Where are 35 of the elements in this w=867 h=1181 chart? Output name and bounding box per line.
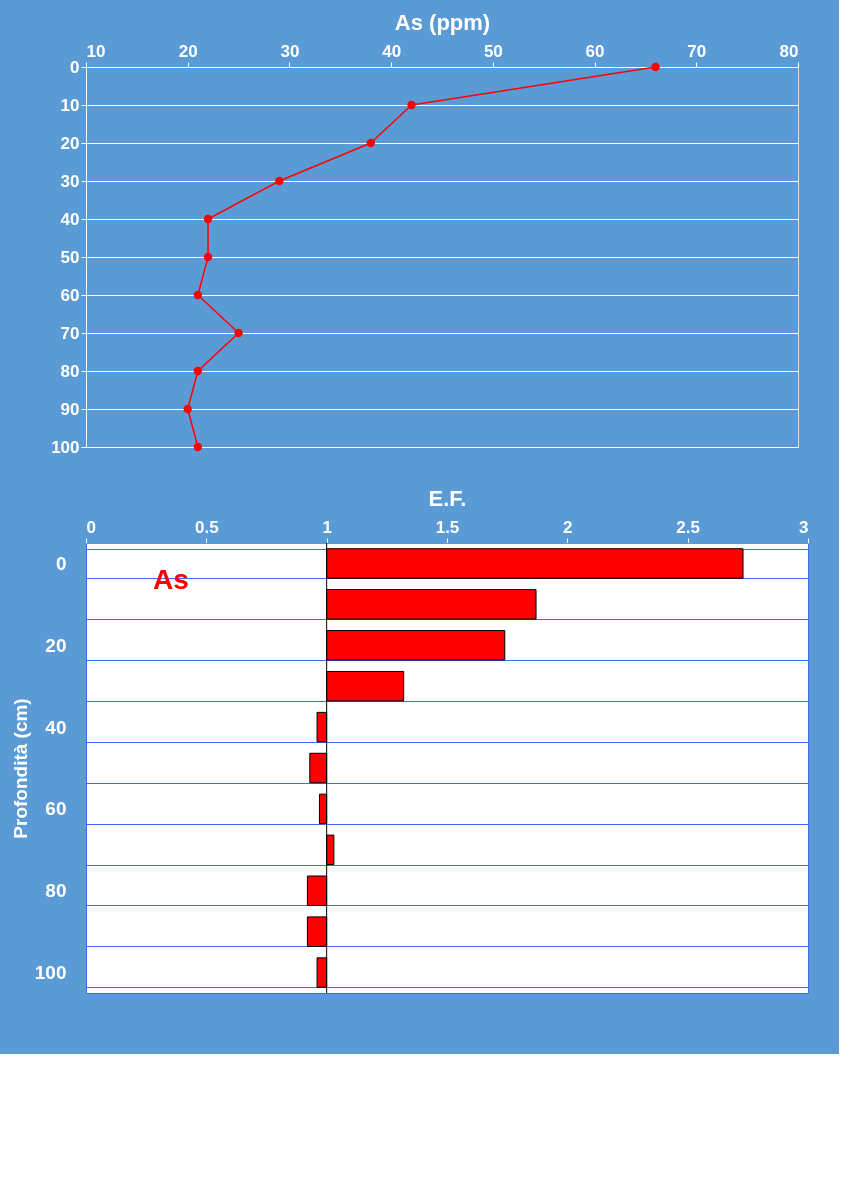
y-tick-label: 0 (55, 552, 67, 574)
y-tick-label: 80 (60, 361, 80, 381)
x-tick-label: 40 (382, 41, 402, 61)
x-tick-label: 60 (585, 41, 605, 61)
y-tick-label: 90 (60, 399, 80, 419)
x-axis-title: As (ppm) (394, 9, 491, 35)
x-tick-label: 3 (799, 517, 809, 537)
y-tick-label: 30 (60, 171, 80, 191)
y-tick-label: 50 (60, 247, 80, 267)
y-tick-label: 40 (45, 716, 67, 738)
y-tick-label: 100 (51, 437, 80, 457)
x-tick-label: 80 (779, 41, 799, 61)
y-tick-label: 40 (60, 209, 80, 229)
x-tick-label: 1.5 (435, 517, 460, 537)
x-tick-label: 0 (86, 517, 96, 537)
x-tick-label: 70 (687, 41, 707, 61)
x-axis-title: E.F. (428, 485, 467, 511)
x-tick-label: 2.5 (676, 517, 700, 537)
y-tick-label: 20 (45, 634, 67, 656)
y-axis-title: Profondità (cm) (9, 698, 31, 839)
x-tick-label: 1 (322, 517, 332, 537)
y-tick-label: 60 (60, 285, 80, 305)
x-tick-label: 50 (483, 41, 503, 61)
y-tick-label: 100 (34, 962, 67, 984)
x-tick-label: 20 (178, 41, 198, 61)
y-tick-label: 10 (60, 95, 80, 115)
y-tick-label: 80 (45, 880, 67, 902)
y-tick-label: 60 (45, 798, 67, 820)
y-tick-label: 70 (60, 323, 80, 343)
x-tick-label: 2 (563, 517, 573, 537)
x-tick-label: 30 (280, 41, 300, 61)
x-tick-label: 0.5 (195, 517, 219, 537)
y-tick-label: 20 (60, 133, 80, 153)
x-tick-label: 10 (86, 41, 106, 61)
y-tick-label: 0 (70, 57, 80, 77)
